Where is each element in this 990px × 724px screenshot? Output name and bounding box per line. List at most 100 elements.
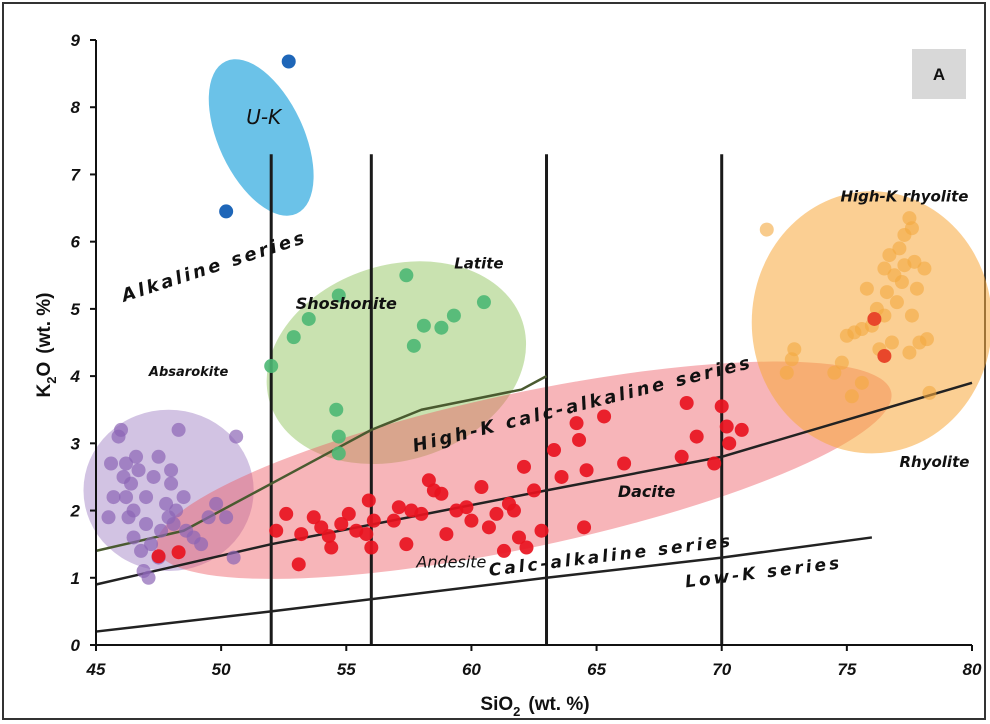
point-calc-alkaline-24 [434,486,449,501]
y-tick-label-8: 8 [71,98,81,117]
point-calc-alkaline-28 [464,513,479,528]
point-calc-alkaline-53 [719,419,734,434]
point-calc-alkaline-13 [359,527,374,542]
point-high-k-rhyolite-34 [904,221,919,236]
field-alkaline [83,409,254,572]
point-shoshonite-7 [434,320,449,335]
x-tick-label-80: 80 [963,660,982,679]
point-absarokite-7 [119,490,134,505]
point-high-k-rhyolite-23 [894,275,909,289]
point-absarokite-1 [106,490,121,505]
point-absarokite-6 [119,456,134,471]
point-absarokite-12 [129,449,144,464]
point-calc-alkaline-38 [527,483,541,498]
point-u-k-0 [219,204,234,219]
panel-label: A [933,65,945,84]
y-axis-title-rest: O [34,362,55,377]
point-absarokite-18 [144,537,159,552]
point-calc-alkaline-21 [414,506,429,521]
point-high-k-rhyolite-3 [787,342,802,357]
point-calc-alkaline-40 [547,443,562,458]
x-tick-label-70: 70 [712,660,731,679]
x-axis-title-sub: 2 [513,704,520,719]
region-label-high-k-rhyolite: High-K rhyolite [840,187,968,205]
point-shoshonite-2 [301,311,316,326]
point-absarokite-11 [126,530,141,545]
point-absarokite-36 [226,550,241,565]
point-calc-alkaline-47 [617,456,632,471]
point-absarokite-31 [194,537,209,552]
point-high-k-rhyolite-18 [882,248,897,263]
point-high-k-rhyolite-31 [919,332,934,347]
point-shoshonite-3 [331,288,346,303]
point-calc-alkaline-9 [324,540,339,555]
point-calc-alkaline-10 [334,517,349,531]
region-label-u-k: U-K [246,105,283,129]
point-u-k-1 [281,54,296,69]
point-calc-alkaline-43 [572,432,587,447]
point-high-k-rhyolite-1 [779,365,794,380]
point-absarokite-17 [139,490,154,505]
point-shoshonite-0 [264,359,279,374]
y-tick-label-2: 2 [70,502,81,521]
point-high-k-rhyolite-29 [909,281,924,296]
point-absarokite-4 [114,422,129,437]
point-absarokite-33 [209,496,224,511]
point-calc-alkaline-8 [321,529,336,544]
point-rhyolite-red-0 [867,311,882,326]
point-calc-alkaline-49 [679,396,694,410]
point-high-k-rhyolite-22 [892,241,907,256]
point-shoshonite-9 [406,338,421,353]
point-calc-alkaline-16 [361,493,376,508]
point-high-k-rhyolite-16 [877,261,892,276]
point-high-k-rhyolite-33 [902,345,917,360]
y-tick-label-1: 1 [71,569,80,588]
point-absarokite-37 [141,570,156,585]
point-calc-alkaline-41 [554,469,569,484]
point-calc-alkaline-50 [689,429,704,444]
point-calc-alkaline-55 [734,422,749,437]
alkaline-boundary-line [95,375,548,553]
point-high-k-rhyolite-19 [884,335,899,350]
point-absarokite-9 [124,476,139,491]
point-calc-alkaline-34 [506,503,521,518]
region-label-latite: Latite [454,255,503,273]
point-calc-alkaline-52 [714,399,729,414]
point-calc-alkaline-17 [386,513,401,528]
point-high-k-rhyolite-0 [759,222,774,237]
y-axis-title: K2O (wt. %) [34,293,59,398]
point-absarokite-19 [146,469,161,484]
point-high-k-rhyolite-27 [904,308,919,323]
point-calc-alkaline-1 [171,545,186,560]
point-calc-alkaline-11 [341,506,356,521]
point-high-k-rhyolite-17 [879,285,894,300]
point-absarokite-27 [171,422,186,437]
point-shoshonite-11 [331,429,346,444]
point-absarokite-0 [104,456,119,471]
point-calc-alkaline-42 [569,416,584,431]
point-shoshonite-4 [399,268,414,283]
point-shoshonite-6 [446,308,461,323]
point-absarokite-28 [176,490,191,505]
point-absarokite-14 [134,543,149,558]
point-calc-alkaline-35 [511,530,526,545]
point-absarokite-22 [159,496,174,511]
point-high-k-rhyolite-32 [922,385,937,400]
point-calc-alkaline-48 [674,449,689,464]
point-high-k-rhyolite-10 [854,375,869,390]
y-tick-label-0: 0 [71,636,81,655]
point-calc-alkaline-5 [294,527,309,542]
point-calc-alkaline-19 [399,537,414,552]
region-label-shoshonite: Shoshonite [296,294,397,313]
y-tick-label-6: 6 [71,233,81,252]
point-absarokite-21 [154,523,169,538]
point-shoshonite-10 [329,402,344,417]
y-axis-title-units: (wt. %) [34,293,55,354]
high-k-boundary-line [95,381,973,586]
x-tick-label-45: 45 [86,660,106,679]
point-absarokite-25 [166,517,181,531]
point-calc-alkaline-4 [291,557,306,572]
point-calc-alkaline-54 [722,436,737,451]
x-tick-label-75: 75 [837,660,856,679]
